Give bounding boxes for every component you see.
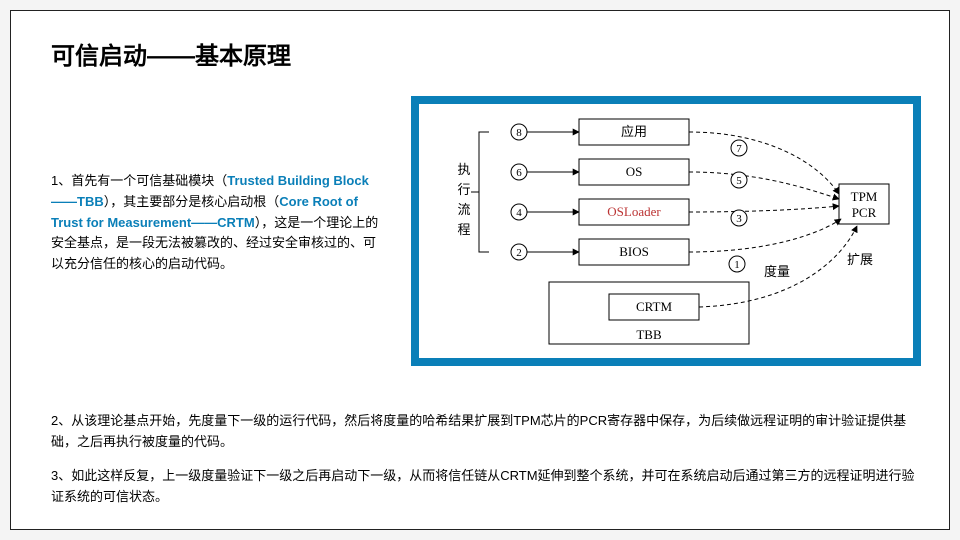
node-app-label: 应用 [621,124,647,139]
measure-arrow-7 [689,132,839,194]
slide-container: 可信启动——基本原理 1、首先有一个可信基础模块（Trusted Buildin… [10,10,950,530]
step-4-label: 4 [516,207,522,219]
step-8-label: 8 [516,127,522,139]
paragraph-2: 2、从该理论基点开始，先度量下一级的运行代码，然后将度量的哈希结果扩展到TPM芯… [51,411,921,453]
measure-arrow-1 [689,219,841,252]
exec-flow-label-3: 流 [457,202,470,217]
step-2-label: 2 [516,247,522,259]
extend-label: 扩展 [847,252,873,267]
step-3-label: 3 [736,213,742,225]
pcr-label: PCR [852,205,877,220]
tpm-pcr-box: TPM PCR [839,184,889,224]
measure-label: 度量 [764,264,790,279]
node-osloader: OSLoader [579,199,689,225]
exec-flow-label-2: 行 [457,182,470,197]
step-5-label: 5 [736,175,742,187]
paragraph-3: 3、如此这样反复，上一级度量验证下一级之后再启动下一级，从而将信任链从CRTM延… [51,466,921,508]
node-os: OS [579,159,689,185]
tpm-label: TPM [851,189,878,204]
node-osloader-label: OSLoader [607,204,661,219]
exec-flow-label-1: 执 [457,162,470,177]
paragraph-1: 1、首先有一个可信基础模块（Trusted Building Block——TB… [51,171,381,275]
p1-mid: ），其主要部分是核心启动根（ [104,194,280,209]
step-6-label: 6 [516,167,522,179]
node-crtm: CRTM [609,294,699,320]
exec-flow-label-4: 程 [457,222,470,237]
node-crtm-label: CRTM [636,299,673,314]
trusted-boot-diagram: 执 行 流 程 应用 OS OSLoader BIOS [411,96,921,366]
p1-pre: 1、首先有一个可信基础模块（ [51,173,227,188]
step-7-label: 7 [736,143,742,155]
exec-bracket [471,132,489,252]
diagram-svg: 执 行 流 程 应用 OS OSLoader BIOS [419,104,913,358]
node-app: 应用 [579,119,689,145]
node-bios: BIOS [579,239,689,265]
node-bios-label: BIOS [619,244,649,259]
tbb-label: TBB [636,327,662,342]
node-os-label: OS [626,164,643,179]
slide-title: 可信启动——基本原理 [51,36,291,71]
measure-arrow-3 [689,206,839,212]
step-1-label: 1 [734,259,740,271]
measure-arrow-5 [689,172,839,199]
